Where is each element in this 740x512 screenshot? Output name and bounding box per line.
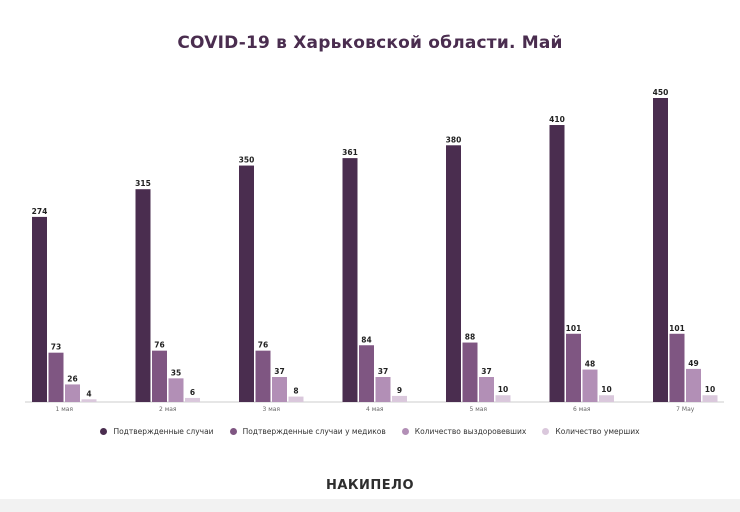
- x-tick-label: 3 мая: [262, 406, 280, 413]
- x-tick-label: 7 May: [676, 406, 695, 413]
- legend-label: Количество умерших: [555, 427, 640, 436]
- legend-marker: [229, 428, 237, 435]
- data-label: 26: [67, 374, 77, 383]
- bar-2-2: [152, 350, 167, 402]
- bar-2-4: [359, 345, 374, 402]
- x-tick-label: 5 мая: [469, 406, 487, 413]
- legend-item-4: Количество умерших: [542, 427, 640, 436]
- data-label: 76: [154, 341, 164, 350]
- bar-2-1: [48, 352, 64, 402]
- bar-4-5: [495, 395, 511, 402]
- x-tick-label: 1 мая: [55, 406, 73, 413]
- data-label: 73: [51, 343, 61, 352]
- bar-1-6: [549, 125, 565, 403]
- bar-1-4: [342, 158, 358, 402]
- data-label: 4: [86, 389, 91, 398]
- bar-4-3: [288, 396, 304, 402]
- data-label: 37: [481, 367, 491, 376]
- brand-logo: НАКИПЕЛО: [0, 478, 740, 493]
- legend-marker: [542, 428, 550, 435]
- legend-label: Количество выздоровевших: [414, 427, 527, 436]
- chart-title: COVID-19 в Харьковской области. Май: [177, 33, 563, 53]
- data-label: 37: [274, 367, 284, 376]
- data-label: 380: [446, 135, 462, 144]
- bar-3-7: [686, 368, 701, 402]
- legend-item-2: Подтвержденные случаи у медиков: [229, 427, 386, 436]
- bar-2-5: [462, 342, 478, 402]
- data-label: 8: [293, 387, 298, 396]
- data-label: 315: [135, 179, 151, 188]
- data-label: 48: [585, 360, 595, 369]
- bar-2-6: [566, 333, 581, 402]
- bar-1-5: [446, 145, 461, 403]
- data-label: 274: [32, 207, 48, 216]
- data-label: 10: [705, 385, 715, 394]
- data-label: 88: [465, 333, 475, 342]
- legend-label: Подтвержденные случаи: [113, 427, 214, 436]
- data-label: 410: [549, 115, 565, 124]
- data-label: 9: [397, 386, 402, 395]
- data-label: 76: [258, 341, 268, 350]
- data-label: 101: [669, 324, 685, 333]
- footer-band: [0, 499, 740, 512]
- bar-1-1: [32, 216, 47, 402]
- legend-marker: [401, 428, 409, 435]
- bar-4-2: [185, 397, 200, 402]
- bar-3-3: [272, 377, 287, 402]
- data-label: 49: [688, 359, 698, 368]
- bar-2-7: [669, 333, 685, 402]
- legend-marker: [100, 428, 108, 435]
- x-tick-label: 2 мая: [159, 406, 177, 413]
- data-label: 37: [378, 367, 388, 376]
- bar-4-4: [392, 395, 407, 402]
- x-tick-label: 4 мая: [366, 406, 384, 413]
- bar-1-7: [653, 98, 668, 402]
- bar-1-2: [135, 189, 151, 402]
- bar-4-7: [702, 395, 718, 402]
- data-label: 350: [239, 156, 255, 165]
- data-label: 450: [653, 88, 669, 97]
- legend-item-3: Количество выздоровевших: [401, 427, 527, 436]
- data-label: 361: [342, 148, 358, 157]
- bar-3-1: [65, 384, 80, 402]
- data-label: 101: [566, 324, 582, 333]
- logo-text: НАКИПЕЛО: [325, 478, 415, 493]
- chart-legend: Подтвержденные случаи Подтвержденные случ…: [0, 427, 740, 436]
- data-label: 35: [171, 368, 181, 377]
- legend-label: Подтвержденные случаи у медиков: [242, 427, 386, 436]
- bar-2-3: [255, 350, 271, 402]
- bar-3-5: [479, 377, 494, 402]
- data-label: 6: [190, 388, 195, 397]
- legend-item-1: Подтвержденные случаи: [100, 427, 214, 436]
- bar-4-1: [81, 399, 97, 402]
- data-label: 84: [361, 335, 371, 344]
- x-tick-label: 6 мая: [573, 406, 591, 413]
- data-label: 10: [498, 385, 508, 394]
- bar-3-6: [582, 369, 598, 402]
- bar-4-6: [599, 395, 614, 402]
- data-label: 10: [601, 385, 611, 394]
- bar-1-3: [239, 165, 254, 402]
- bar-3-2: [168, 378, 184, 402]
- bar-3-4: [375, 377, 391, 402]
